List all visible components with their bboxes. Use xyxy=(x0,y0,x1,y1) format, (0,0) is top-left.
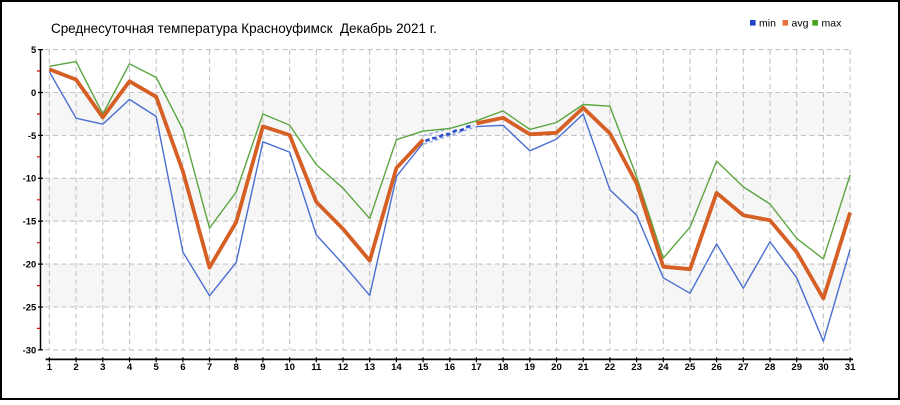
svg-text:5: 5 xyxy=(31,44,36,55)
svg-text:20: 20 xyxy=(551,362,562,373)
svg-text:11: 11 xyxy=(311,362,322,373)
svg-text:22: 22 xyxy=(605,362,616,373)
svg-text:9: 9 xyxy=(260,362,265,373)
svg-text:2: 2 xyxy=(73,362,78,373)
svg-text:24: 24 xyxy=(658,362,669,373)
svg-text:7: 7 xyxy=(207,362,212,373)
svg-text:8: 8 xyxy=(234,362,240,373)
svg-text:16: 16 xyxy=(444,362,455,373)
svg-text:31: 31 xyxy=(845,362,856,373)
svg-text:-5: -5 xyxy=(28,130,36,141)
svg-text:min: min xyxy=(759,18,776,30)
svg-text:29: 29 xyxy=(791,362,802,373)
svg-text:15: 15 xyxy=(418,362,429,373)
svg-text:27: 27 xyxy=(738,362,749,373)
svg-text:-20: -20 xyxy=(23,259,37,270)
svg-text:Среднесуточная температура Кра: Среднесуточная температура Красноуфимск … xyxy=(51,21,437,36)
svg-text:26: 26 xyxy=(711,362,722,373)
svg-text:19: 19 xyxy=(524,362,535,373)
svg-text:10: 10 xyxy=(284,362,295,373)
svg-text:13: 13 xyxy=(364,362,375,373)
svg-text:14: 14 xyxy=(391,362,402,373)
svg-text:4: 4 xyxy=(127,362,133,373)
svg-text:3: 3 xyxy=(100,362,105,373)
svg-text:12: 12 xyxy=(338,362,349,373)
svg-text:max: max xyxy=(822,18,843,30)
svg-text:18: 18 xyxy=(498,362,509,373)
svg-text:avg: avg xyxy=(792,18,809,30)
svg-text:23: 23 xyxy=(631,362,642,373)
svg-text:1: 1 xyxy=(47,362,53,373)
svg-text:-30: -30 xyxy=(23,344,37,355)
svg-text:25: 25 xyxy=(685,362,696,373)
svg-text:-15: -15 xyxy=(23,216,37,227)
svg-text:0: 0 xyxy=(31,87,36,98)
svg-text:17: 17 xyxy=(471,362,482,373)
svg-text:6: 6 xyxy=(180,362,185,373)
svg-text:5: 5 xyxy=(154,362,160,373)
svg-text:21: 21 xyxy=(578,362,589,373)
svg-text:-25: -25 xyxy=(23,301,37,312)
svg-text:-10: -10 xyxy=(23,173,37,184)
svg-text:30: 30 xyxy=(818,362,829,373)
svg-text:28: 28 xyxy=(765,362,776,373)
